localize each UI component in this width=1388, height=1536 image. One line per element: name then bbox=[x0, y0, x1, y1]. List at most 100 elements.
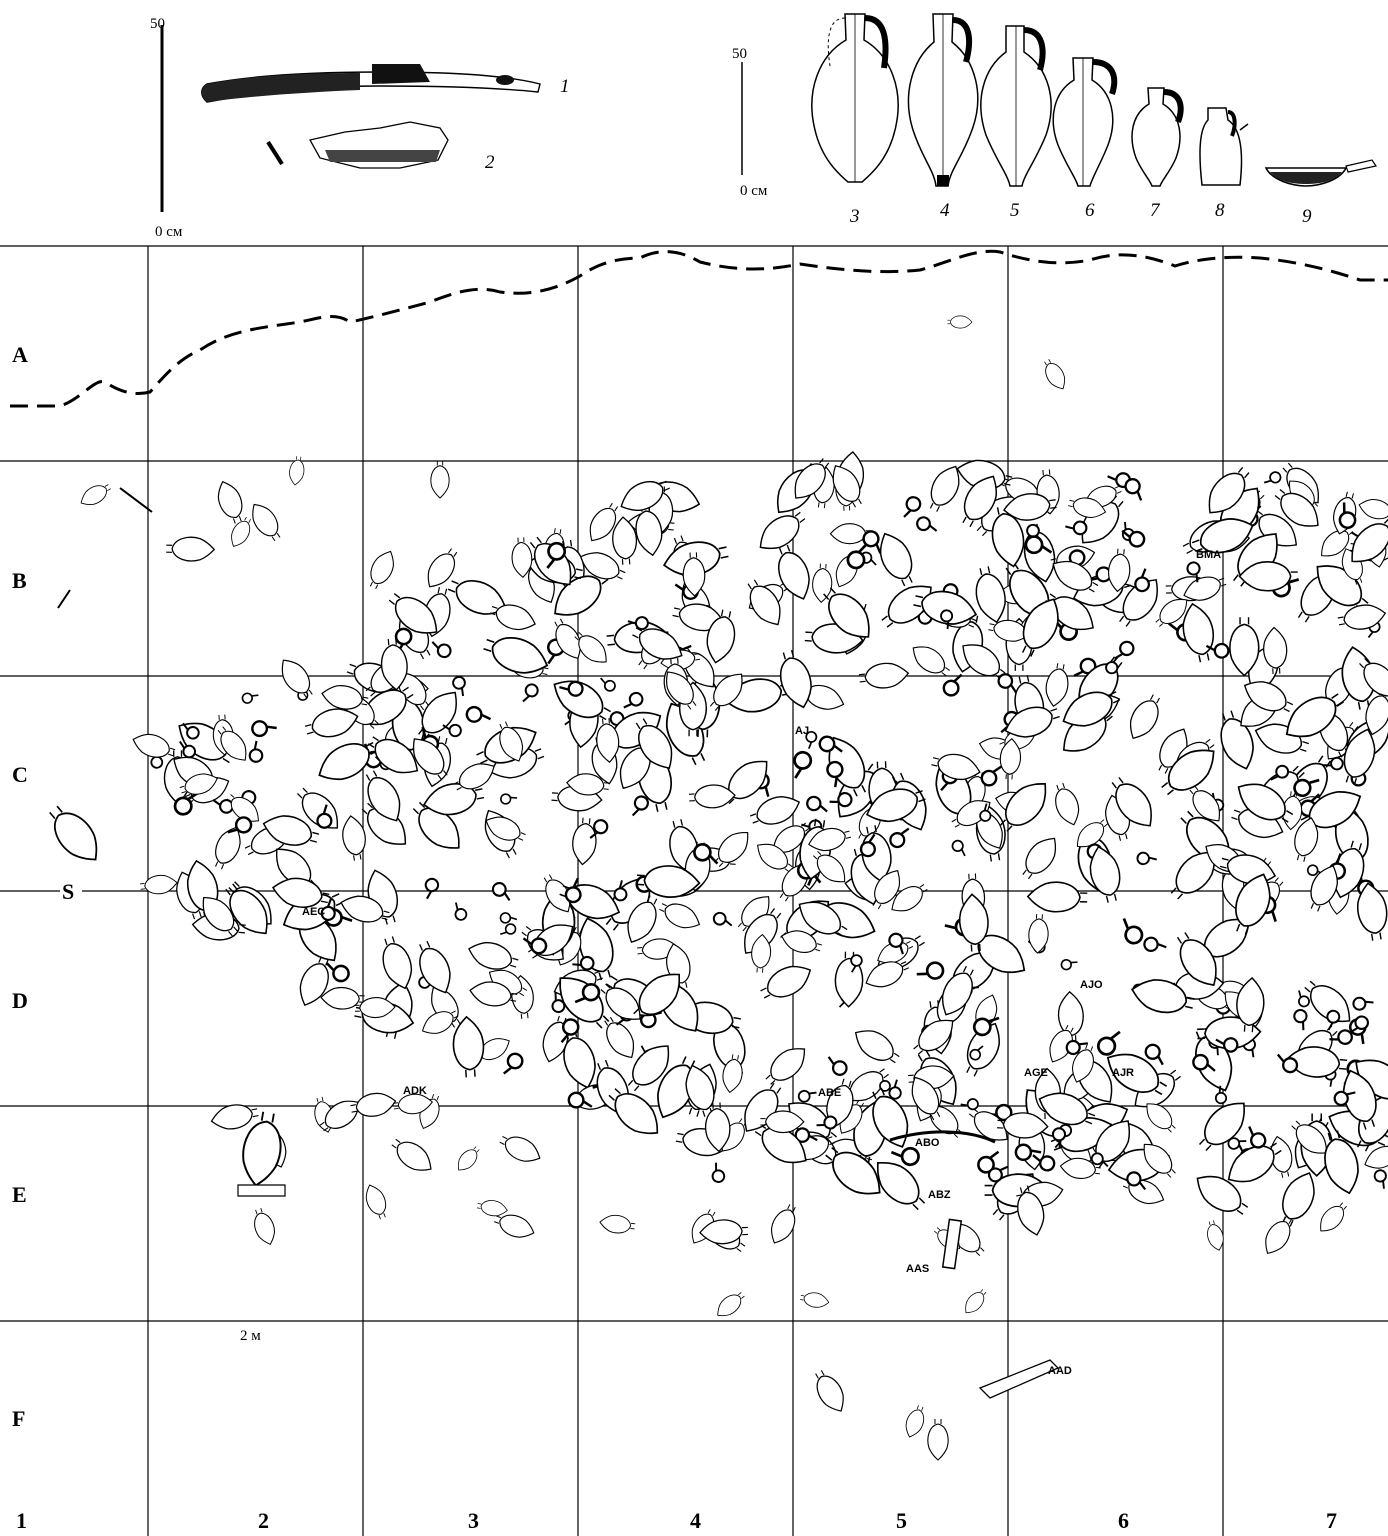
amphora-icon bbox=[889, 827, 910, 849]
amphora-icon bbox=[950, 839, 968, 857]
amphora-icon bbox=[900, 495, 923, 519]
amphora-icon bbox=[811, 562, 834, 604]
amphora-icon bbox=[1096, 1030, 1123, 1057]
amphora-icon bbox=[248, 713, 278, 744]
amphora-icon bbox=[520, 682, 540, 703]
amphora-icon bbox=[597, 1012, 642, 1065]
fig-number-4: 4 bbox=[940, 200, 950, 221]
amphora-icon bbox=[759, 1039, 814, 1092]
amphora-icon bbox=[980, 764, 1003, 787]
amphora-icon bbox=[1121, 476, 1147, 502]
amphora-icon bbox=[239, 687, 260, 708]
amphora-icon bbox=[499, 920, 518, 940]
amphora-icon bbox=[906, 638, 955, 683]
amphora-icon bbox=[1058, 954, 1079, 974]
amphora-icon bbox=[808, 1365, 852, 1418]
amphora-icon bbox=[430, 460, 450, 499]
wood-plank-icon bbox=[237, 1184, 286, 1197]
find-code-abz: ABZ bbox=[928, 1189, 951, 1201]
amphora-icon bbox=[711, 909, 733, 931]
amphora-icon bbox=[1026, 881, 1089, 914]
find-code-age: AGE bbox=[1024, 1067, 1048, 1079]
amphora-icon bbox=[450, 1015, 487, 1079]
amphora-icon bbox=[751, 504, 812, 559]
amphora-icon bbox=[1049, 780, 1085, 829]
col-label-3: 3 bbox=[468, 1508, 479, 1533]
amphora-icon bbox=[941, 673, 966, 698]
amphora-icon bbox=[452, 1142, 484, 1176]
amphora-icon bbox=[360, 1181, 392, 1222]
amphora-icon bbox=[827, 1055, 848, 1076]
row-labels: A B C D E F bbox=[12, 342, 28, 1431]
amphora-icon bbox=[628, 794, 651, 817]
amphora-icon bbox=[1131, 87, 1184, 187]
amphora-icon bbox=[464, 936, 522, 977]
find-code-ajr: AJR bbox=[1112, 1067, 1134, 1079]
amphora-icon bbox=[1122, 689, 1168, 745]
outlying-finds bbox=[40, 315, 1071, 1461]
find-code-abo: ABO bbox=[915, 1137, 940, 1149]
col-label-1: 1 bbox=[16, 1508, 27, 1533]
fig-number-3: 3 bbox=[849, 206, 860, 227]
section-marker-s: S bbox=[62, 879, 74, 904]
anchor-stock-icon bbox=[978, 1359, 1060, 1399]
amphora-icon bbox=[1313, 1198, 1352, 1238]
amphora-icon bbox=[1293, 989, 1313, 1009]
amphora-icon bbox=[273, 653, 320, 704]
bowl-icon bbox=[1264, 159, 1377, 187]
amphora-icon bbox=[848, 1021, 905, 1071]
row-label-e: E bbox=[12, 1182, 27, 1207]
amphora-icon bbox=[501, 1052, 525, 1075]
find-code-aas: AAS bbox=[906, 1263, 929, 1275]
wood-plank-icon bbox=[889, 1130, 996, 1144]
scale-left-min-label: 0 см bbox=[155, 224, 183, 240]
fig-number-7: 7 bbox=[1150, 200, 1161, 221]
amphora-icon bbox=[1356, 495, 1388, 524]
amphora-icon bbox=[969, 563, 1012, 626]
amphora-icon bbox=[339, 813, 370, 863]
amphora-icon bbox=[449, 901, 471, 923]
amphora-icon bbox=[622, 689, 645, 712]
amphora-icon bbox=[244, 498, 287, 546]
amphora-icon bbox=[1272, 1166, 1323, 1232]
row-label-b: B bbox=[12, 568, 27, 593]
amphora-icon bbox=[764, 1200, 803, 1248]
fig-number-5: 5 bbox=[1010, 200, 1020, 221]
amphora-icon bbox=[138, 873, 179, 897]
amphora-type-row: 50 0 см 3 4 5 6 bbox=[732, 13, 1377, 227]
amphora-icon bbox=[811, 13, 899, 183]
amphora-icon bbox=[475, 1197, 509, 1219]
amphora-icon bbox=[857, 660, 911, 692]
anchor-stock-icon bbox=[266, 121, 449, 169]
amphora-icon bbox=[927, 1418, 949, 1461]
amphora-icon bbox=[248, 1205, 280, 1248]
amphora-icon bbox=[1052, 57, 1118, 187]
amphora-icon bbox=[325, 958, 351, 985]
find-code-aj: AJ bbox=[795, 725, 809, 737]
row-label-f: F bbox=[12, 1406, 25, 1431]
fig-number-1: 1 bbox=[560, 76, 570, 97]
fig-number-9: 9 bbox=[1302, 206, 1312, 227]
amphora-icon bbox=[348, 1089, 399, 1121]
amphora-scatter bbox=[129, 450, 1388, 1262]
amphora-icon bbox=[1042, 661, 1072, 709]
find-code-abe: ABE bbox=[818, 1087, 841, 1099]
amphora-icon bbox=[420, 543, 464, 594]
amphora-icon bbox=[418, 875, 443, 900]
amphora-icon bbox=[76, 479, 115, 511]
amphora-icon bbox=[375, 932, 419, 994]
amphora-icon bbox=[1199, 107, 1249, 186]
amphora-icon bbox=[1140, 931, 1168, 959]
amphora-icon bbox=[431, 638, 453, 660]
amphora-icon bbox=[915, 955, 948, 988]
find-code-bma: BMA bbox=[1196, 549, 1221, 561]
scale-right-min-label: 0 см bbox=[740, 183, 768, 199]
amphora-icon bbox=[165, 536, 216, 562]
amphora-icon bbox=[960, 1285, 991, 1318]
amphora-icon bbox=[1134, 846, 1158, 871]
amphora-icon bbox=[907, 13, 979, 187]
amphora-icon bbox=[1244, 1125, 1269, 1150]
amphora-icon bbox=[1369, 1167, 1388, 1190]
find-code-ajo: AJO bbox=[1080, 979, 1103, 991]
excavation-limit-line bbox=[10, 249, 1388, 408]
